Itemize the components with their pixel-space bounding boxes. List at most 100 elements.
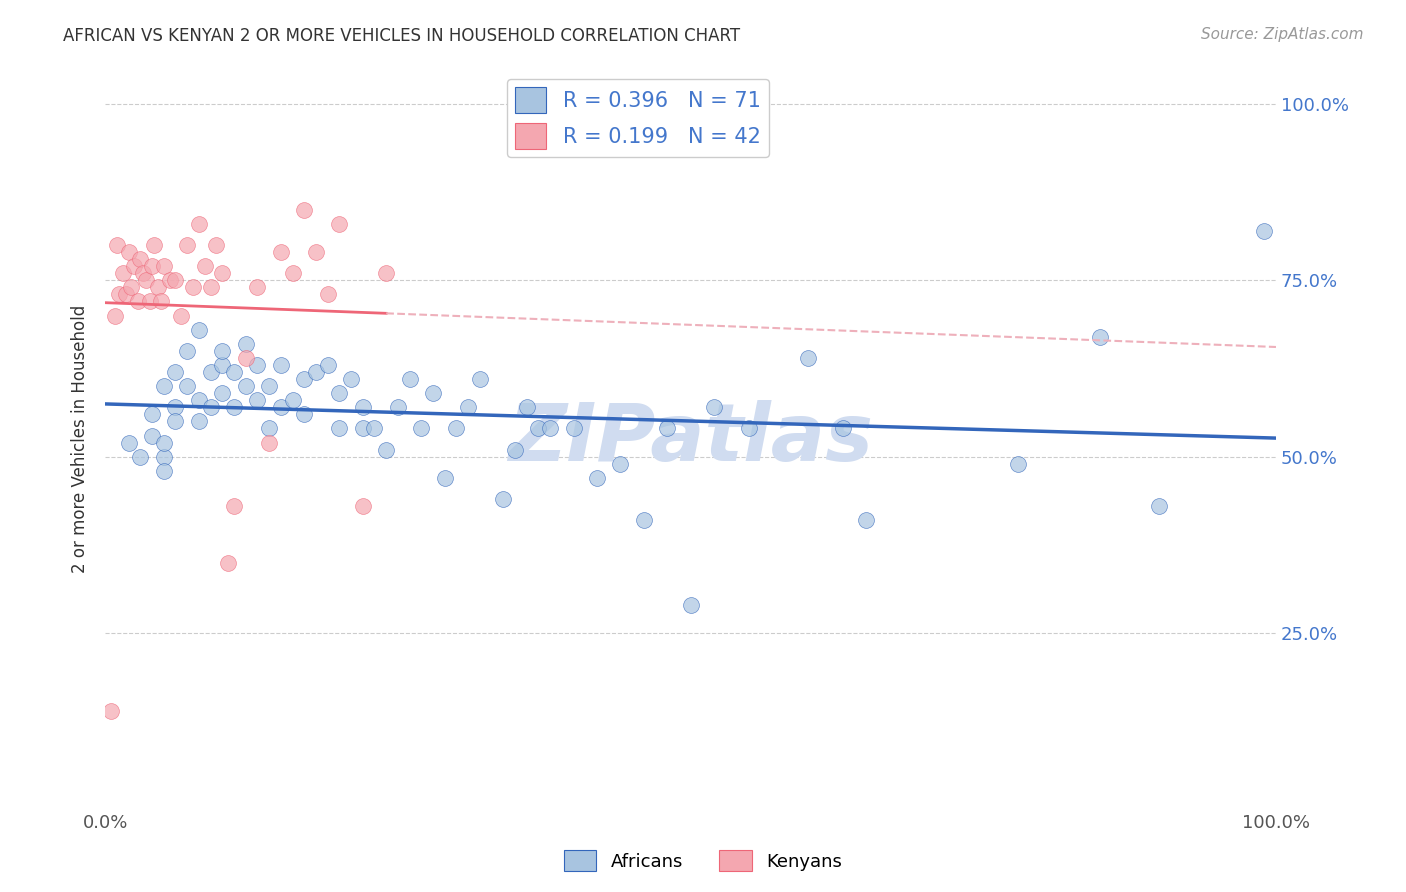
Point <box>538 421 561 435</box>
Point <box>165 414 187 428</box>
Point <box>159 273 181 287</box>
Point <box>433 471 456 485</box>
Point <box>176 343 198 358</box>
Point <box>246 393 269 408</box>
Point <box>170 309 193 323</box>
Point <box>562 421 585 435</box>
Point <box>127 294 149 309</box>
Point <box>117 245 139 260</box>
Point <box>270 401 292 415</box>
Point <box>222 499 245 513</box>
Point <box>305 245 328 260</box>
Point <box>146 280 169 294</box>
Point <box>222 365 245 379</box>
Point <box>257 379 280 393</box>
Point <box>375 266 398 280</box>
Point <box>446 421 468 435</box>
Point <box>422 386 444 401</box>
Point <box>129 450 152 464</box>
Point <box>141 259 163 273</box>
Point <box>108 287 131 301</box>
Point <box>120 280 142 294</box>
Point <box>152 450 174 464</box>
Point <box>703 401 725 415</box>
Point <box>352 401 374 415</box>
Point <box>398 372 420 386</box>
Point <box>352 421 374 435</box>
Point <box>211 343 233 358</box>
Point <box>152 435 174 450</box>
Point <box>211 358 233 372</box>
Point <box>176 379 198 393</box>
Point <box>141 407 163 421</box>
Point <box>609 457 631 471</box>
Point <box>200 365 222 379</box>
Point <box>246 358 269 372</box>
Point <box>270 245 292 260</box>
Point <box>679 598 702 612</box>
Point <box>586 471 609 485</box>
Point <box>527 421 550 435</box>
Point <box>468 372 491 386</box>
Point <box>187 323 209 337</box>
Point <box>328 421 350 435</box>
Point <box>235 351 257 365</box>
Point <box>205 238 228 252</box>
Point <box>235 336 257 351</box>
Point <box>152 259 174 273</box>
Point <box>831 421 853 435</box>
Point <box>111 266 134 280</box>
Point <box>187 414 209 428</box>
Point <box>1147 499 1170 513</box>
Text: Source: ZipAtlas.com: Source: ZipAtlas.com <box>1201 27 1364 42</box>
Point <box>200 401 222 415</box>
Point <box>115 287 138 301</box>
Point <box>187 217 209 231</box>
Point <box>217 556 239 570</box>
Point <box>143 238 166 252</box>
Point <box>117 435 139 450</box>
Point <box>316 287 339 301</box>
Point <box>129 252 152 266</box>
Point <box>138 294 160 309</box>
Point <box>503 442 526 457</box>
Point <box>257 435 280 450</box>
Point <box>181 280 204 294</box>
Point <box>124 259 146 273</box>
Point <box>855 513 877 527</box>
Point <box>352 499 374 513</box>
Point <box>176 238 198 252</box>
Text: ZIPatlas: ZIPatlas <box>508 400 873 478</box>
Point <box>516 401 538 415</box>
Point <box>363 421 385 435</box>
Point <box>165 365 187 379</box>
Point <box>211 386 233 401</box>
Point <box>165 273 187 287</box>
Legend: R = 0.396   N = 71, R = 0.199   N = 42: R = 0.396 N = 71, R = 0.199 N = 42 <box>506 78 769 157</box>
Point <box>165 401 187 415</box>
Point <box>131 266 153 280</box>
Point <box>1007 457 1029 471</box>
Point <box>316 358 339 372</box>
Point <box>492 491 515 506</box>
Point <box>103 309 125 323</box>
Point <box>222 401 245 415</box>
Point <box>457 401 479 415</box>
Point <box>211 266 233 280</box>
Point <box>328 386 350 401</box>
Point <box>187 393 209 408</box>
Point <box>657 421 679 435</box>
Point <box>135 273 157 287</box>
Text: AFRICAN VS KENYAN 2 OR MORE VEHICLES IN HOUSEHOLD CORRELATION CHART: AFRICAN VS KENYAN 2 OR MORE VEHICLES IN … <box>63 27 741 45</box>
Point <box>152 379 174 393</box>
Point <box>305 365 328 379</box>
Point <box>1253 224 1275 238</box>
Point <box>141 428 163 442</box>
Point <box>200 280 222 294</box>
Point <box>100 704 122 718</box>
Point <box>292 202 315 217</box>
Point <box>105 238 128 252</box>
Point <box>246 280 269 294</box>
Point <box>328 217 350 231</box>
Point <box>738 421 761 435</box>
